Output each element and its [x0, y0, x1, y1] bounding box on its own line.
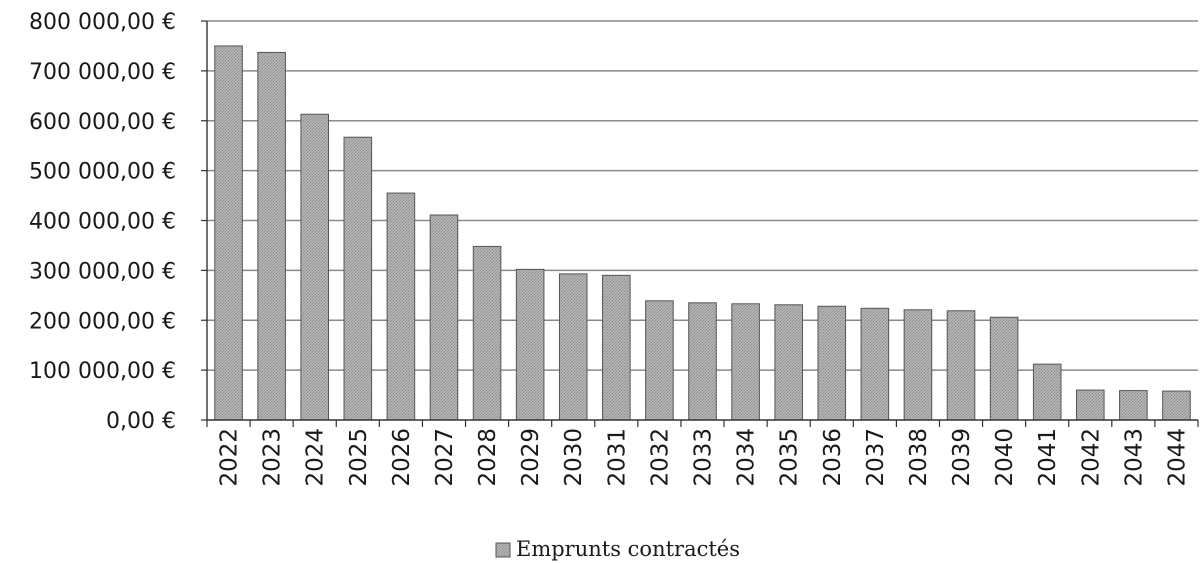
y-tick-label: 800 000,00 €	[29, 10, 176, 35]
y-tick-label: 0,00 €	[106, 409, 176, 434]
legend-swatch	[495, 542, 511, 558]
bar-2032	[645, 300, 674, 421]
x-tick-label: 2037	[863, 428, 889, 487]
legend-label: Emprunts contractés	[516, 537, 740, 561]
gridlines	[207, 20, 1198, 371]
axes	[201, 20, 1199, 427]
bar-2031	[602, 274, 631, 421]
x-tick-label: 2036	[820, 428, 846, 487]
x-tick-label: 2044	[1164, 428, 1190, 487]
legend: Emprunts contractés	[495, 537, 740, 561]
bar-2039	[946, 310, 976, 421]
bar-2030	[558, 273, 588, 421]
bar-2034	[731, 303, 760, 421]
y-tick-label: 100 000,00 €	[29, 359, 176, 384]
x-tick-label: 2028	[475, 428, 501, 487]
bar-2040	[989, 316, 1019, 421]
x-tick-label: 2027	[432, 428, 458, 487]
bar-2025	[343, 136, 373, 421]
bar-2041	[1032, 363, 1062, 421]
bar-2022	[214, 45, 243, 421]
bar-2042	[1075, 389, 1105, 421]
x-tick-label: 2026	[389, 428, 415, 487]
x-tick-label: 2030	[561, 428, 587, 487]
x-tick-label: 2023	[260, 428, 286, 487]
x-tick-label: 2022	[217, 428, 243, 487]
y-tick-label: 600 000,00 €	[29, 110, 176, 135]
x-tick-label: 2041	[1035, 428, 1061, 487]
x-tick-label: 2043	[1121, 428, 1147, 487]
bar-2024	[300, 113, 330, 421]
bar-2029	[515, 268, 545, 421]
x-tick-labels: 2022 2023 2024 2025 2026 2027 2028 2029 2030 2031…	[217, 428, 1191, 487]
bar-2043	[1119, 390, 1148, 421]
bar-2027	[429, 214, 459, 421]
x-tick-label: 2025	[346, 428, 372, 487]
x-tick-label: 2029	[518, 428, 544, 487]
bar-2036	[817, 305, 847, 421]
bar-2023	[257, 51, 286, 421]
x-tick-label: 2039	[949, 428, 975, 487]
x-tick-label: 2034	[734, 428, 760, 487]
x-tick-label: 2038	[906, 428, 932, 487]
bar-2038	[903, 309, 933, 421]
x-tick-label: 2040	[992, 428, 1018, 487]
bars	[214, 45, 1191, 421]
bar-2026	[386, 192, 416, 421]
bar-2035	[774, 304, 803, 421]
bar-2033	[688, 302, 717, 421]
x-tick-label: 2035	[777, 428, 803, 487]
bar-2044	[1162, 390, 1191, 421]
x-tick-label: 2032	[647, 428, 673, 487]
bar-2037	[860, 307, 890, 421]
y-tick-labels: 0,00 € 100 000,00 € 200 000,00 € 300 000,00…	[29, 10, 176, 434]
y-tick-label: 200 000,00 €	[29, 309, 176, 334]
y-tick-label: 500 000,00 €	[29, 160, 176, 185]
y-tick-label: 300 000,00 €	[29, 259, 176, 284]
x-tick-label: 2024	[303, 428, 329, 487]
x-tick-label: 2031	[604, 428, 630, 487]
y-tick-label: 700 000,00 €	[29, 60, 176, 85]
bar-2028	[472, 245, 502, 421]
x-tick-label: 2033	[691, 428, 717, 487]
y-tick-label: 400 000,00 €	[29, 210, 176, 235]
x-tick-label: 2042	[1078, 428, 1104, 487]
